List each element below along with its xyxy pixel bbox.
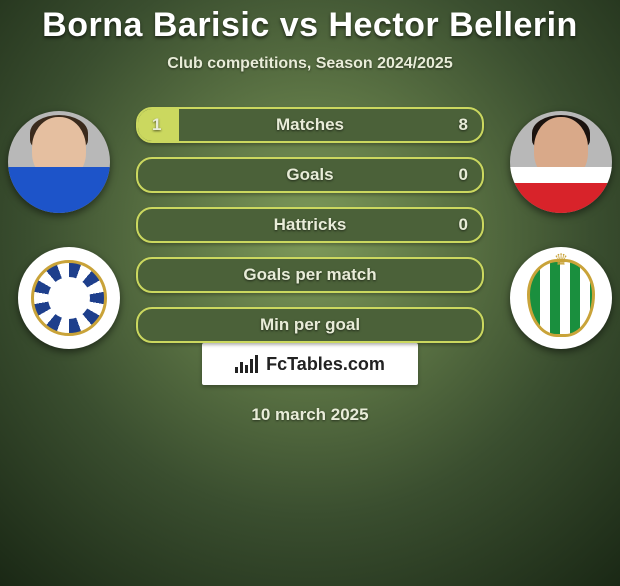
stat-value-left xyxy=(138,159,166,191)
stat-value-right: 8 xyxy=(445,109,482,141)
stat-value-right xyxy=(454,309,482,341)
stat-value-right xyxy=(454,259,482,291)
stat-bar: Goals per match xyxy=(136,257,484,293)
stat-value-left: 1 xyxy=(138,109,175,141)
stat-value-left xyxy=(138,259,166,291)
player-left-jersey xyxy=(8,167,110,213)
crest-betis-icon: ♛ xyxy=(527,259,595,337)
stat-label: Matches xyxy=(138,109,482,141)
stat-bar: Min per goal xyxy=(136,307,484,343)
player-left-avatar xyxy=(8,111,110,213)
crown-icon: ♛ xyxy=(554,250,568,270)
stat-label: Min per goal xyxy=(138,309,482,341)
club-left-badge xyxy=(18,247,120,349)
page-title: Borna Barisic vs Hector Bellerin xyxy=(0,6,620,45)
stat-bar: Goals0 xyxy=(136,157,484,193)
stat-label: Hattricks xyxy=(138,209,482,241)
stat-bars: Matches18Goals0Hattricks0Goals per match… xyxy=(136,107,484,357)
chart-icon xyxy=(235,355,260,373)
comparison-panel: ♛ Matches18Goals0Hattricks0Goals per mat… xyxy=(0,101,620,331)
stat-value-left xyxy=(138,209,166,241)
stat-label: Goals xyxy=(138,159,482,191)
stat-bar: Matches1 8 xyxy=(136,107,484,143)
player-right-avatar xyxy=(510,111,612,213)
stat-bar: Hattricks0 xyxy=(136,207,484,243)
stat-value-right: 0 xyxy=(445,209,482,241)
player-right-jersey xyxy=(510,167,612,213)
date-text: 10 march 2025 xyxy=(0,405,620,425)
subtitle: Club competitions, Season 2024/2025 xyxy=(0,55,620,73)
club-right-badge: ♛ xyxy=(510,247,612,349)
crest-leganes-icon xyxy=(31,260,107,336)
stat-label: Goals per match xyxy=(138,259,482,291)
stat-value-left xyxy=(138,309,166,341)
stat-value-right: 0 xyxy=(445,159,482,191)
